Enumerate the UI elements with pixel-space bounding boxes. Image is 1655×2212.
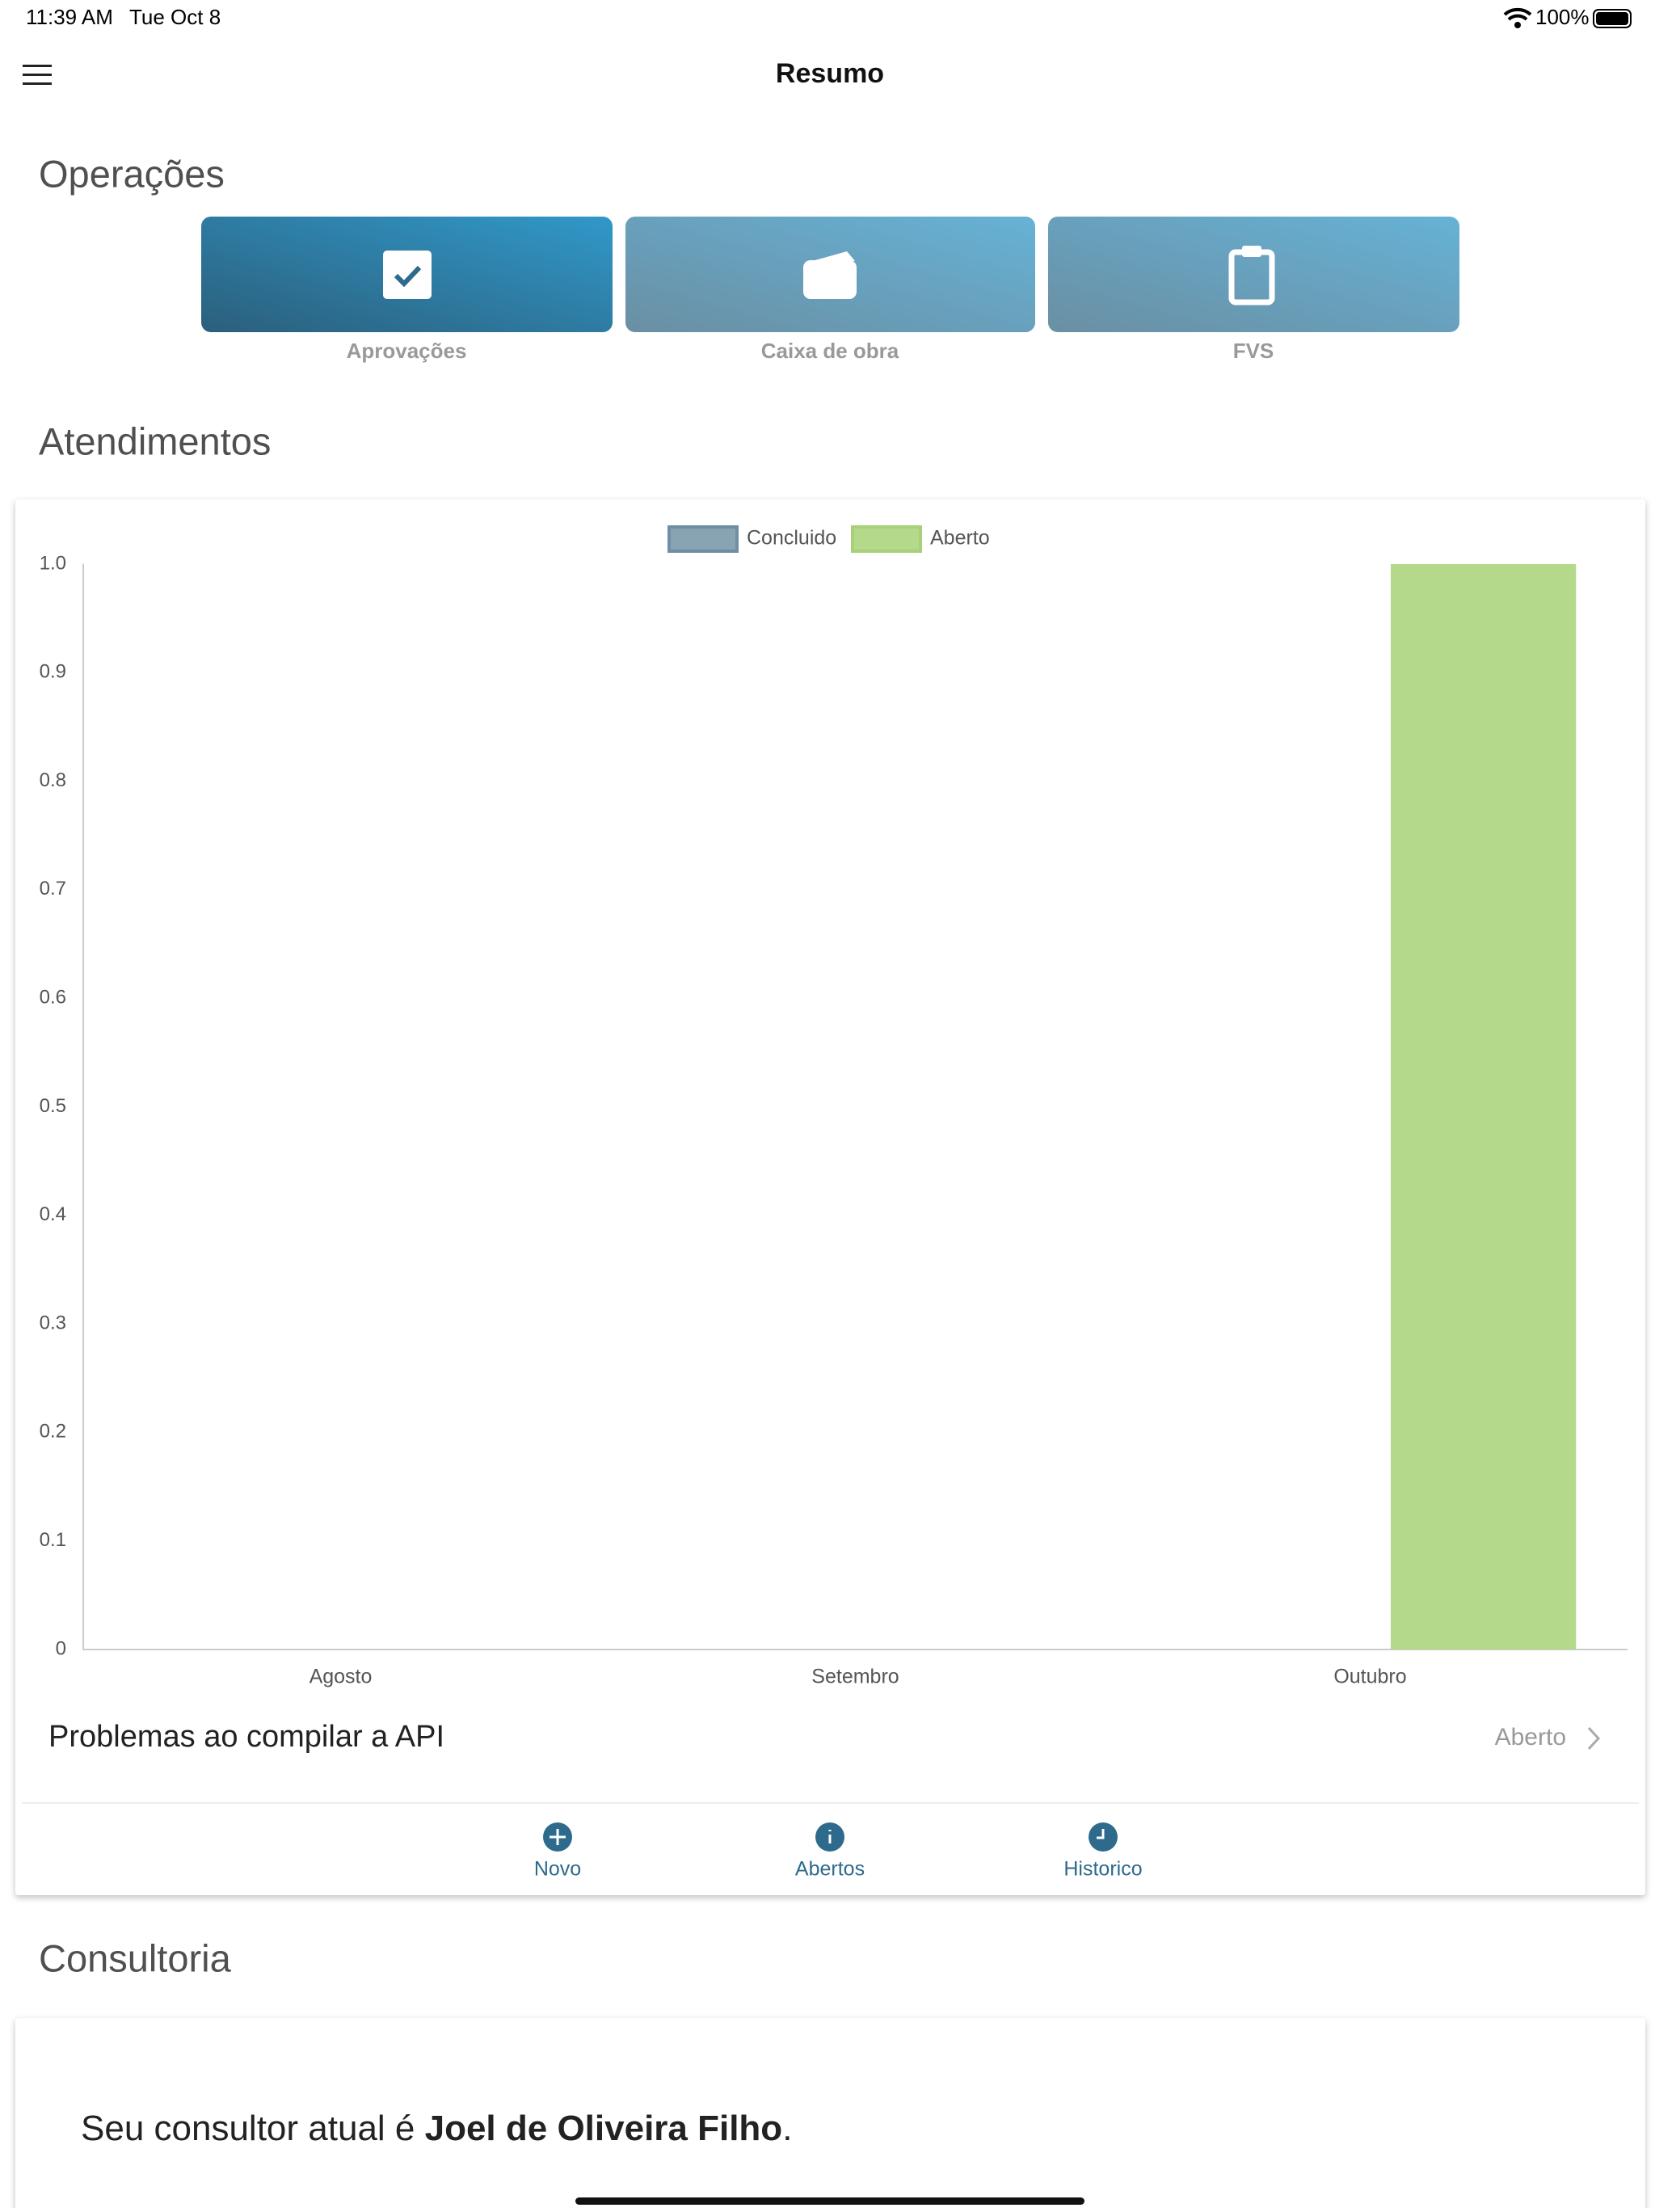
consultant-name: Joel de Oliveira Filho [425, 2109, 783, 2148]
check-icon [383, 251, 432, 299]
op-button[interactable] [1048, 217, 1459, 332]
wifi-dot [1514, 22, 1521, 28]
chart: Concluido Aberto 0 0.1 0.2 0.3 0.4 0.5 0.6 0.7 0.8… [40, 525, 1628, 1688]
battery-icon [1593, 9, 1632, 28]
tab[interactable]: Novo [534, 1822, 581, 1881]
menu-line [23, 74, 52, 76]
clipboard-clip [1242, 246, 1261, 257]
y-tick-label: 0.7 [40, 878, 66, 900]
sentence-end: . [782, 2109, 792, 2148]
plus-glyph [550, 1829, 566, 1845]
button-label: FVS [1233, 339, 1274, 363]
y-tick-label: 0.5 [40, 1095, 66, 1117]
sentence: Seu consultor atual é [81, 2109, 425, 2148]
status-date: Tue Oct 8 [129, 5, 221, 29]
op-button[interactable] [201, 217, 613, 332]
y-tick-label: 0.6 [40, 987, 66, 1009]
battery-fill [1596, 12, 1628, 25]
y-tick-label: 0.9 [40, 661, 66, 683]
check-mark [394, 265, 422, 288]
x-tick-label: Outubro [1333, 1666, 1406, 1688]
item-label: Problemas ao compilar a API [48, 1720, 444, 1754]
card [15, 499, 1645, 1895]
card [15, 2018, 1645, 2212]
section-title: Operações [39, 152, 225, 195]
op-button[interactable] [625, 217, 1035, 332]
y-tick-label: 0.2 [40, 1421, 66, 1443]
legend-swatch [667, 525, 739, 553]
x-tick-label: Agosto [310, 1666, 373, 1688]
button-label: Aprovações [347, 339, 467, 363]
list-item[interactable]: Problemas ao compilar a API Aberto [48, 1720, 1601, 1754]
legend-label: Concluido [747, 527, 836, 550]
tab-label: Abertos [795, 1858, 865, 1881]
button-label: Caixa de obra [761, 339, 899, 363]
tab[interactable]: Historico [1063, 1822, 1143, 1881]
chevron [1587, 1726, 1601, 1751]
home-indicator [575, 2197, 1084, 2205]
y-tick-label: 0 [56, 1637, 66, 1659]
section-title: Atendimentos [39, 419, 271, 462]
y-tick-label: 1.0 [40, 552, 66, 574]
y-tick-label: 0.4 [40, 1203, 66, 1225]
button-bg [1048, 217, 1459, 332]
battery-level: 100% [1535, 5, 1590, 29]
y-tick-label: 0.8 [40, 769, 66, 791]
status-time: 11:39 AM [26, 5, 113, 29]
clock-glyph [1097, 1829, 1105, 1839]
tab-label: Historico [1063, 1858, 1142, 1881]
item-status: Aberto [1495, 1724, 1566, 1751]
x-tick-label: Setembro [811, 1666, 899, 1688]
tab[interactable]: Abertos [795, 1822, 865, 1881]
tab-label: Novo [534, 1858, 581, 1881]
section-title: Consultoria [39, 1936, 232, 1979]
y-tick-label: 0.3 [40, 1312, 66, 1334]
wifi-icon [1503, 7, 1532, 21]
menu-line [23, 82, 52, 85]
legend-label: Aberto [930, 527, 990, 550]
menu-line [23, 65, 52, 67]
consultant-text: Seu consultor atual é Joel de Oliveira F… [81, 2109, 792, 2148]
legend-swatch [851, 525, 922, 553]
menu-button[interactable] [23, 65, 52, 85]
bar [1390, 564, 1577, 1650]
nav-title: Resumo [776, 58, 884, 89]
y-tick-label: 0.1 [40, 1529, 66, 1551]
wallet-icon [803, 260, 857, 299]
wallet-flap [806, 251, 855, 263]
